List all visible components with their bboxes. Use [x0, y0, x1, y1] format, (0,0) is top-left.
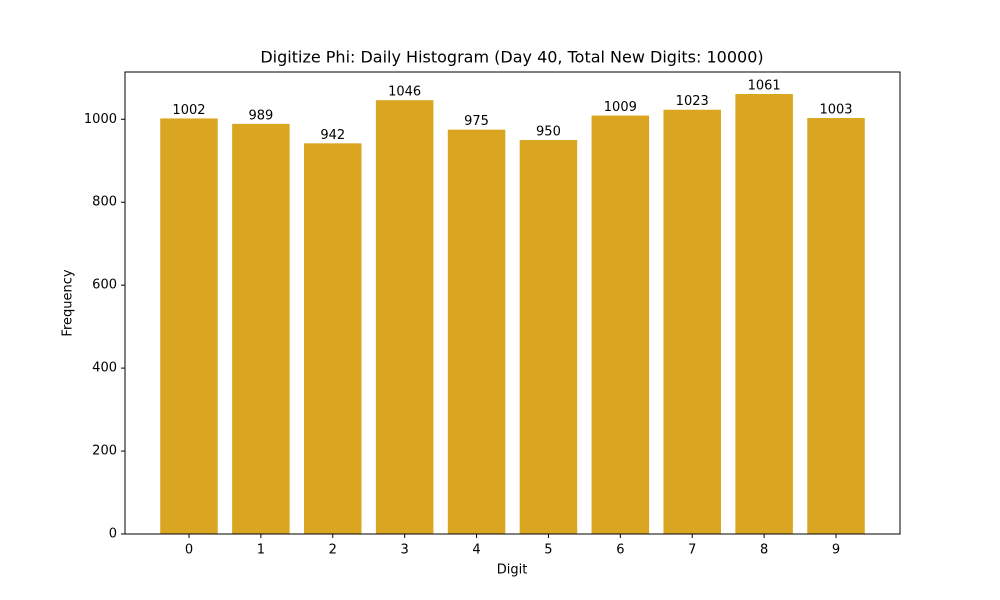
chart-title: Digitize Phi: Daily Histogram (Day 40, T… — [260, 48, 763, 67]
y-axis-label: Frequency — [61, 269, 76, 336]
bar — [232, 123, 290, 535]
bar — [304, 143, 362, 534]
y-tick-label: 400 — [92, 361, 117, 376]
value-label: 942 — [320, 128, 345, 143]
value-label: 1023 — [676, 94, 709, 109]
bar — [160, 118, 218, 535]
value-label: 989 — [248, 108, 273, 123]
value-label: 950 — [536, 125, 561, 140]
y-tick-label: 600 — [92, 278, 117, 293]
x-tick-label: 8 — [760, 543, 768, 558]
x-axis-label: Digit — [497, 563, 528, 578]
bar — [735, 93, 793, 534]
bar — [591, 115, 650, 535]
bar — [447, 129, 506, 535]
bar — [375, 100, 434, 534]
x-tick-label: 6 — [616, 543, 624, 558]
value-label: 1003 — [819, 103, 852, 118]
plot-frame — [124, 71, 901, 535]
x-tick-label: 4 — [472, 543, 480, 558]
value-label: 1002 — [172, 103, 205, 118]
x-tick-label: 2 — [329, 543, 337, 558]
value-label: 1061 — [748, 78, 781, 93]
bar — [663, 109, 721, 534]
x-tick-label: 0 — [185, 543, 193, 558]
x-tick-label: 3 — [401, 543, 409, 558]
bar — [519, 140, 578, 535]
value-label: 1009 — [604, 100, 637, 115]
x-tick-label: 7 — [688, 543, 696, 558]
y-tick-label: 1000 — [84, 112, 117, 127]
bar — [807, 118, 865, 534]
y-tick-label: 800 — [92, 195, 117, 210]
x-tick-label: 1 — [257, 543, 265, 558]
y-tick-label: 200 — [92, 444, 117, 459]
y-tick-label: 0 — [109, 527, 117, 542]
x-tick-label: 5 — [544, 543, 552, 558]
value-label: 975 — [464, 114, 489, 129]
x-tick-label: 9 — [832, 543, 840, 558]
value-label: 1046 — [388, 85, 421, 100]
